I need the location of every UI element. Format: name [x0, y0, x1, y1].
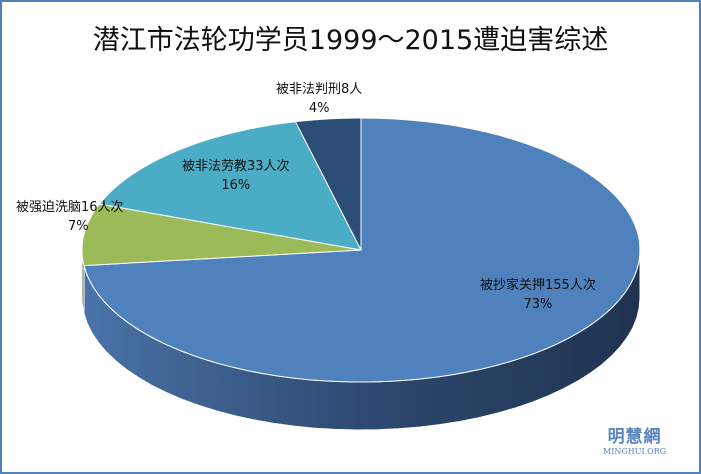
- chart-title: 潜江市法轮功学员1999～2015遭迫害综述: [92, 25, 609, 56]
- slice-label-0: 被抄家关押155人次 73%: [480, 278, 596, 312]
- pie-slice-1: [81, 203, 362, 267]
- minghui-watermark: 明慧網 MINGHUI.ORG: [603, 427, 667, 456]
- pie-slice-3: [294, 117, 362, 251]
- slice-label-2: 被非法劳教33人次 16%: [182, 159, 290, 193]
- pie-slice-0: [83, 117, 641, 383]
- slice-label-3: 被非法判刑8人 4%: [276, 82, 363, 116]
- pie-slice-2: [98, 121, 362, 251]
- slice-label-1: 被强迫洗脑16人次 7%: [16, 200, 124, 234]
